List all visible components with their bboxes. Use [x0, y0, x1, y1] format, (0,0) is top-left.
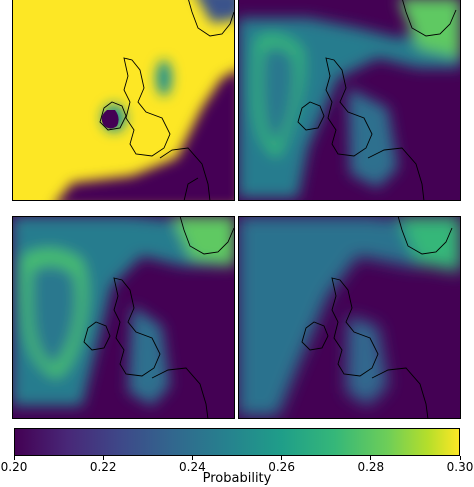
colorbar-tick [191, 456, 193, 460]
map-panel-top-right [238, 0, 461, 201]
colorbar-tick [281, 456, 283, 460]
colorbar-tick-label: 0.26 [268, 460, 295, 474]
colorbar-gradient [14, 428, 460, 456]
map-panel-top-left [12, 0, 235, 201]
colorbar-tick-label: 0.28 [357, 460, 385, 474]
colorbar-tick [370, 456, 372, 460]
colorbar-tick [459, 456, 461, 460]
colorbar-tick-label: 0.22 [89, 460, 117, 474]
colorbar-tick [13, 456, 15, 460]
colorbar-tick-label: 0.20 [0, 460, 28, 474]
colorbar-tick-label: 0.30 [446, 460, 474, 474]
map-panel-bottom-right [238, 216, 461, 419]
colorbar-label: Probability [202, 471, 272, 486]
colorbar-tick [102, 456, 104, 460]
colorbar [14, 428, 460, 456]
map-panel-bottom-left [12, 216, 235, 419]
colorbar-tick-label: 0.24 [179, 460, 206, 474]
